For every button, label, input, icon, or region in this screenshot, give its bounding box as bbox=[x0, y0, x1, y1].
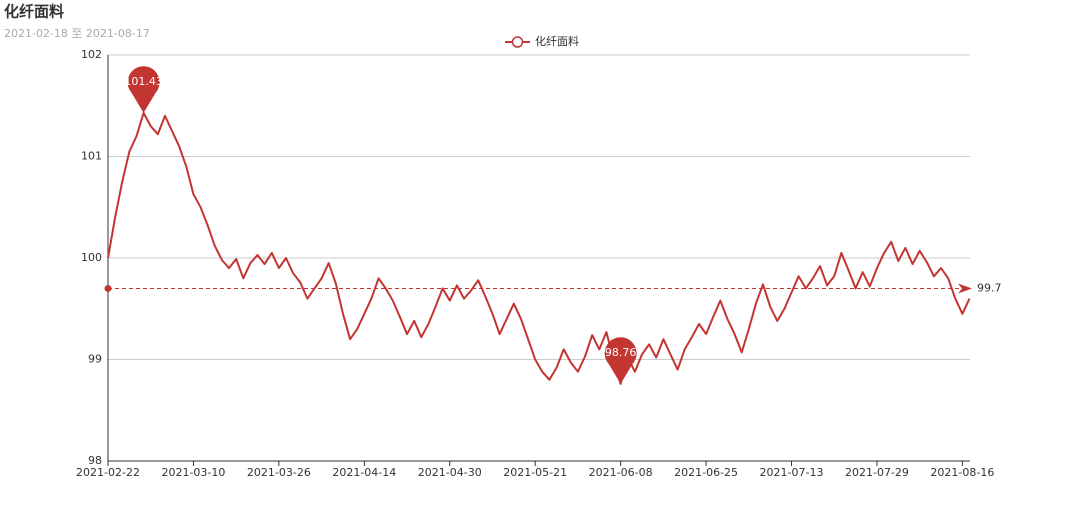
average-start bbox=[104, 284, 112, 292]
x-tick-label: 2021-07-13 bbox=[760, 466, 824, 479]
average-label: 99.7 bbox=[977, 281, 1002, 294]
x-tick-label: 2021-02-22 bbox=[76, 466, 140, 479]
chart-title: 化纤面料 bbox=[4, 3, 64, 21]
x-tick-label: 2021-03-26 bbox=[247, 466, 311, 479]
chart-subtitle: 2021-02-18 至 2021-08-17 bbox=[4, 27, 150, 40]
x-tick-label: 2021-06-25 bbox=[674, 466, 738, 479]
x-tick-label: 2021-04-30 bbox=[418, 466, 482, 479]
average-arrow bbox=[958, 283, 972, 294]
y-tick-label: 102 bbox=[81, 48, 102, 61]
line bbox=[107, 111, 971, 385]
y-tick-label: 99 bbox=[88, 353, 102, 366]
legend-marker bbox=[511, 36, 524, 48]
x-tick-label: 2021-08-16 bbox=[930, 466, 994, 479]
y-tick-label: 100 bbox=[81, 251, 102, 264]
min-pin bbox=[604, 337, 637, 384]
legend-label: 化纤面料 bbox=[535, 34, 579, 48]
max-pin-label: 101.43 bbox=[124, 75, 163, 88]
y-tick-label: 101 bbox=[81, 150, 102, 163]
max-pin bbox=[127, 66, 160, 113]
min-pin-label: 98.76 bbox=[605, 346, 637, 359]
x-tick-label: 2021-06-08 bbox=[589, 466, 653, 479]
x-tick-label: 2021-04-14 bbox=[332, 466, 396, 479]
x-tick-label: 2021-03-10 bbox=[161, 466, 225, 479]
x-tick-label: 2021-05-21 bbox=[503, 466, 567, 479]
y-tick-label: 98 bbox=[88, 454, 102, 467]
x-tick-label: 2021-07-29 bbox=[845, 466, 909, 479]
